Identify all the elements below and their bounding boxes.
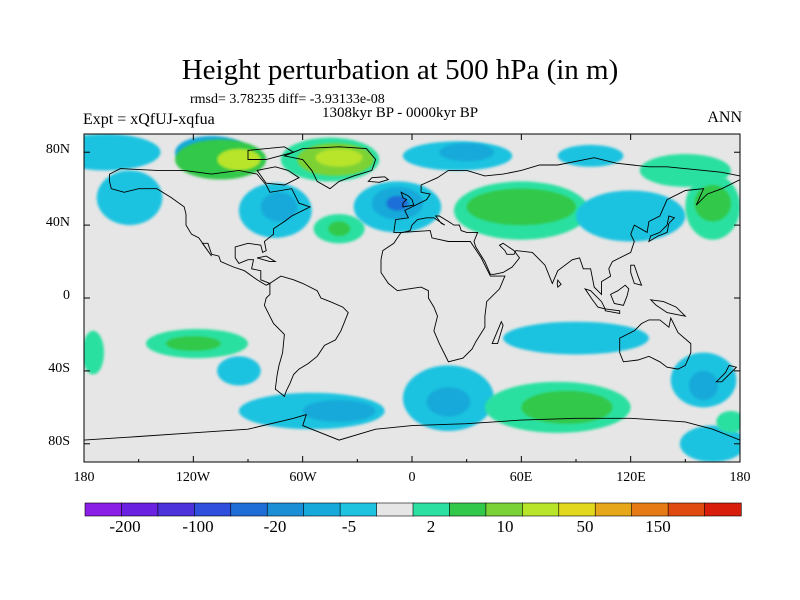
axis-ticks xyxy=(83,134,741,462)
colorbar xyxy=(84,502,742,517)
colorbar-label-1: -200 xyxy=(109,517,141,536)
period-label: 1308kyr BP - 0000kyr BP xyxy=(322,105,479,121)
season-label: ANN xyxy=(707,109,742,126)
field-patch-24 xyxy=(84,330,105,375)
y-tick-label-eq: 0 xyxy=(63,288,70,303)
x-tick-label-0: 0 xyxy=(408,470,416,485)
field-patch-31 xyxy=(426,387,471,417)
field-patch-38 xyxy=(716,410,740,433)
field-patch-26 xyxy=(166,336,221,351)
field-patch-11 xyxy=(328,221,351,237)
colorbar-box-13 xyxy=(558,502,596,517)
colorbar-box-7 xyxy=(339,502,378,517)
colorbar-box-1 xyxy=(121,502,159,517)
coastline-japan xyxy=(648,215,676,243)
coastline-sri-lanka xyxy=(556,279,562,288)
colorbar-label-4: -5 xyxy=(341,517,357,536)
colorbar-box-16 xyxy=(667,502,706,517)
coastline-iceland xyxy=(367,176,390,183)
coastline-africa xyxy=(380,230,506,363)
colorbar-box-14 xyxy=(594,502,633,517)
coastline-java xyxy=(604,308,621,315)
field-patch-27 xyxy=(217,356,261,386)
field-patch-7 xyxy=(96,170,163,226)
coastline-south-america xyxy=(263,275,349,398)
field-patch-9 xyxy=(260,192,298,222)
field-patch-0 xyxy=(84,134,161,171)
field-patch-3 xyxy=(217,148,261,171)
colorbar-box-3 xyxy=(194,502,232,517)
y-tick-label-80n: 80N xyxy=(45,142,70,157)
coastline-borneo xyxy=(610,284,630,306)
colorbar-label-7: 50 xyxy=(576,517,594,536)
colorbar-label-6: 10 xyxy=(496,517,514,536)
colorbar-box-2 xyxy=(157,502,195,517)
coastline-new-zealand xyxy=(715,364,738,383)
x-tick-label-180e: 180 xyxy=(729,470,751,485)
field-patch-20 xyxy=(576,190,686,242)
coastline-madagascar xyxy=(491,320,504,345)
coastline-australia xyxy=(619,316,692,370)
field-patch-37 xyxy=(679,425,740,462)
colorbar-box-11 xyxy=(485,502,523,517)
height-field xyxy=(84,134,740,462)
x-tick-label-60w: 60W xyxy=(289,470,317,485)
colorbar-label-2: -100 xyxy=(182,517,214,536)
colorbar-box-6 xyxy=(303,502,341,517)
y-tick-label-40s: 40S xyxy=(48,361,70,376)
coastline-cuba xyxy=(256,255,277,263)
colorbar-label-3: -20 xyxy=(263,517,287,536)
field-patch-19 xyxy=(557,144,624,167)
field-patch-29 xyxy=(302,400,376,422)
field-patch-34 xyxy=(521,390,613,424)
colorbar-box-4 xyxy=(230,502,268,517)
coastline-new-guinea xyxy=(649,299,687,317)
coastline-philippines xyxy=(630,264,643,286)
x-tick-label-120w: 120W xyxy=(175,470,211,485)
field-patch-18 xyxy=(466,188,576,226)
x-tick-label-180w: 180 xyxy=(73,470,95,485)
coastline-ellesmere xyxy=(247,146,295,160)
coastline-uk xyxy=(400,191,415,208)
y-tick-label-80s: 80S xyxy=(48,434,70,449)
colorbar-box-5 xyxy=(266,502,305,517)
coastline-greenland xyxy=(282,146,377,190)
experiment-label: Expt = xQfUJ-xqfua xyxy=(83,111,215,128)
field-patch-6 xyxy=(315,148,363,167)
coastline-north-america xyxy=(109,168,312,286)
colorbar-box-17 xyxy=(704,502,742,517)
field-patch-32 xyxy=(503,321,649,355)
coastline-baffin xyxy=(256,166,300,186)
field-patch-23 xyxy=(694,185,731,222)
colorbar-box-0 xyxy=(84,502,123,517)
coastline-eurasia xyxy=(393,157,740,296)
stats-label: rmsd= 3.78235 diff= -3.93133e-08 xyxy=(190,92,385,107)
colorbar-label-5: 2 xyxy=(426,517,436,536)
coastline-antarctica xyxy=(84,413,740,441)
page-title: Height perturbation at 500 hPa (in m) xyxy=(181,54,619,86)
colorbar-box-10 xyxy=(449,502,487,517)
y-tick-label-40n: 40N xyxy=(45,215,70,230)
x-tick-label-60e: 60E xyxy=(509,470,533,485)
colorbar-box-9 xyxy=(412,502,451,517)
colorbar-box-12 xyxy=(522,502,560,517)
field-patch-13 xyxy=(439,143,494,162)
x-tick-label-120e: 120E xyxy=(616,470,646,485)
field-patch-16 xyxy=(386,195,409,211)
colorbar-label-8: 150 xyxy=(645,517,671,536)
colorbar-box-15 xyxy=(631,502,669,517)
field-patch-36 xyxy=(688,370,719,401)
coastlines xyxy=(84,146,740,441)
colorbar-box-8 xyxy=(376,502,414,517)
